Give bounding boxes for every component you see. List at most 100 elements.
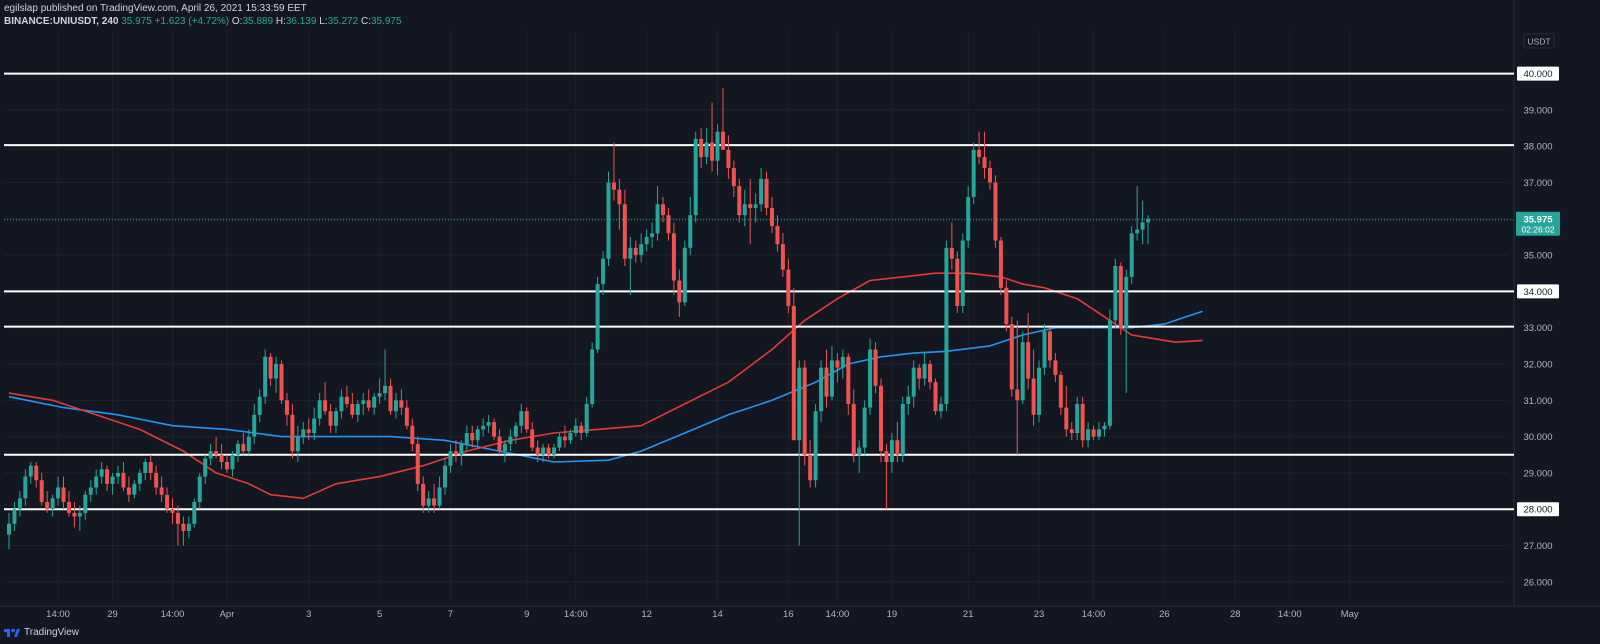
candle-body: [344, 396, 349, 404]
candle-body: [873, 349, 878, 386]
time-tick-label: 29: [107, 609, 118, 620]
candle-body: [720, 131, 725, 150]
candle-body: [726, 149, 731, 168]
candle-body: [611, 182, 616, 190]
candle-body: [306, 429, 311, 433]
candle-body: [23, 476, 28, 499]
candle-body: [917, 367, 922, 379]
candle-body: [301, 429, 306, 437]
candle-body: [1135, 229, 1140, 234]
candle-body: [1080, 403, 1085, 441]
candle-body: [1146, 218, 1151, 223]
candle-body: [791, 305, 796, 441]
change-value: +1.623 (+4.72%): [154, 16, 230, 27]
candle-body: [328, 411, 333, 426]
candle-body: [415, 443, 420, 484]
symbol-label[interactable]: BINANCE:UNIUSDT, 240: [4, 16, 119, 27]
candle-body: [1053, 360, 1058, 375]
candle-body: [666, 215, 671, 234]
candle-body: [214, 451, 219, 455]
time-tick-label: Apr: [220, 609, 235, 620]
candle-body: [562, 436, 567, 441]
candle-body: [862, 407, 867, 448]
candle-body: [884, 451, 889, 463]
candle-body: [83, 494, 88, 513]
level-price-badge: [1517, 502, 1559, 517]
time-axis[interactable]: 14:00 29 14:00 Apr 3 5 7 9 14:00 12 14 16 14:00 19 21 2…: [46, 609, 1359, 620]
candle-body: [568, 432, 573, 441]
candle-body: [230, 454, 235, 470]
candle-body: [508, 436, 513, 444]
candle-body: [1031, 378, 1036, 415]
candle-body: [628, 247, 633, 259]
candle-body: [475, 429, 480, 441]
candle-body: [982, 157, 987, 168]
price-tick-label: 35.000: [1523, 251, 1552, 262]
candle-body: [143, 462, 148, 473]
price-axis[interactable]: 26.000 27.000 28.000 29.000 30.000 31.000 32.0…: [1517, 33, 1559, 588]
candle-body: [116, 472, 120, 477]
candle-body: [1097, 429, 1101, 437]
countdown-label: 02:26:02: [1521, 225, 1554, 235]
candle-body: [644, 236, 649, 245]
candle-body: [824, 367, 829, 397]
time-tick-label: 14:00: [1082, 609, 1106, 620]
time-tick-label: 14:00: [826, 609, 850, 620]
time-tick-label: 19: [887, 609, 898, 620]
candle-body: [922, 364, 927, 379]
candle-body: [944, 247, 949, 404]
candle-body: [933, 382, 938, 412]
candle-body: [45, 501, 50, 510]
candle-body: [148, 462, 153, 473]
candle-body: [61, 487, 66, 502]
candle-body: [775, 226, 780, 245]
candle-body: [453, 451, 458, 455]
candle-body: [911, 367, 916, 397]
candle-body: [1140, 222, 1145, 230]
candle-body: [208, 451, 213, 459]
tradingview-logo[interactable]: TradingView: [4, 624, 79, 640]
candle-body: [459, 443, 464, 455]
level-price-badge: [1517, 66, 1559, 81]
candle-body: [268, 356, 273, 379]
ma-blue-line: [8, 310, 1203, 463]
candle-body: [105, 469, 110, 484]
time-tick-label: 26: [1159, 609, 1170, 620]
candle-body: [393, 400, 398, 412]
candle-body: [780, 244, 785, 270]
candle-body: [1015, 389, 1020, 401]
candle-body: [56, 487, 61, 499]
candle-body: [88, 487, 93, 495]
candle-body: [317, 400, 322, 419]
candle-body: [1026, 342, 1031, 379]
candle-body: [295, 436, 300, 452]
candle-body: [137, 472, 142, 484]
candle-body: [868, 349, 873, 408]
candle-body: [366, 400, 371, 408]
candle-body: [279, 364, 284, 401]
open-label: O:: [231, 16, 243, 27]
candle-body: [606, 182, 611, 259]
level-price-badge: [1517, 284, 1559, 299]
time-tick-label: 14:00: [1278, 609, 1302, 620]
time-tick-label: 14:00: [564, 609, 588, 620]
candle-body: [710, 142, 715, 161]
time-tick-label: 3: [306, 609, 311, 620]
time-tick-label: 14:00: [46, 609, 70, 620]
candle-body: [557, 436, 562, 448]
level-price-label: 28.000: [1523, 505, 1552, 516]
candle-body: [530, 429, 535, 448]
time-tick-label: 28: [1230, 609, 1241, 620]
candle-body: [977, 149, 982, 158]
candle-body: [481, 425, 486, 430]
candle-body: [966, 197, 971, 241]
candle-body: [808, 454, 813, 481]
candle-body: [1129, 233, 1134, 277]
candle-body: [377, 393, 382, 397]
candle-body: [339, 396, 344, 412]
tradingview-logo-text: TradingView: [24, 626, 80, 638]
price-tick-label: 29.000: [1523, 468, 1552, 479]
price-tick-label: 39.000: [1523, 105, 1552, 116]
